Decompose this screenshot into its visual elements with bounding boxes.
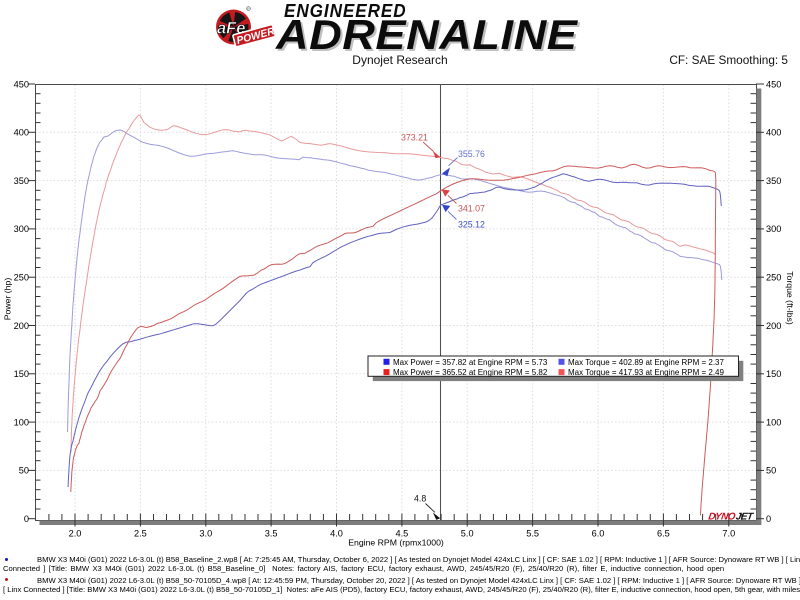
- svg-text:Torque (ft-lbs): Torque (ft-lbs): [785, 271, 795, 325]
- svg-text:50: 50: [19, 466, 29, 476]
- svg-text:250: 250: [14, 273, 29, 283]
- svg-text:Max Torque = 417.93 at Engine: Max Torque = 417.93 at Engine RPM = 2.49: [568, 368, 725, 377]
- svg-text:400: 400: [766, 128, 781, 138]
- svg-text:100: 100: [766, 417, 781, 427]
- svg-text:150: 150: [14, 369, 29, 379]
- svg-text:4.5: 4.5: [396, 529, 409, 539]
- svg-text:300: 300: [766, 224, 781, 234]
- svg-text:Max Power = 365.52 at Engine R: Max Power = 365.52 at Engine RPM = 5.82: [393, 368, 548, 377]
- svg-text:250: 250: [766, 273, 781, 283]
- svg-text:355.76: 355.76: [458, 149, 485, 159]
- svg-text:0: 0: [24, 514, 29, 524]
- svg-text:Power (hp): Power (hp): [3, 278, 13, 321]
- svg-text:325.12: 325.12: [458, 220, 485, 230]
- svg-text:150: 150: [766, 369, 781, 379]
- svg-text:200: 200: [766, 321, 781, 331]
- svg-text:300: 300: [14, 224, 29, 234]
- svg-text:450: 450: [766, 79, 781, 89]
- svg-text:450: 450: [14, 79, 29, 89]
- svg-text:JET: JET: [735, 512, 755, 523]
- svg-text:350: 350: [766, 176, 781, 186]
- svg-text:R: R: [247, 7, 250, 11]
- svg-text:5.0: 5.0: [461, 529, 474, 539]
- svg-text:100: 100: [14, 417, 29, 427]
- svg-text:350: 350: [14, 176, 29, 186]
- svg-text:341.07: 341.07: [458, 204, 485, 214]
- svg-text:6.5: 6.5: [657, 529, 670, 539]
- svg-text:4.8: 4.8: [414, 494, 426, 504]
- svg-text:373.21: 373.21: [401, 133, 428, 143]
- svg-text:400: 400: [14, 128, 29, 138]
- svg-text:Max Power = 357.82 at Engine R: Max Power = 357.82 at Engine RPM = 5.73: [393, 358, 548, 367]
- svg-text:Engine RPM (rpmx1000): Engine RPM (rpmx1000): [348, 538, 444, 548]
- svg-text:3.5: 3.5: [265, 529, 278, 539]
- svg-text:4.0: 4.0: [330, 529, 343, 539]
- svg-text:50: 50: [766, 466, 776, 476]
- svg-text:2.0: 2.0: [69, 529, 82, 539]
- svg-text:0: 0: [766, 514, 771, 524]
- svg-text:3.0: 3.0: [199, 529, 212, 539]
- svg-text:Max Torque = 402.89 at Engine: Max Torque = 402.89 at Engine RPM = 2.37: [568, 358, 725, 367]
- svg-text:2.5: 2.5: [134, 529, 147, 539]
- svg-text:6.0: 6.0: [592, 529, 605, 539]
- svg-text:DYNO: DYNO: [708, 512, 737, 523]
- svg-text:200: 200: [14, 321, 29, 331]
- svg-text:5.5: 5.5: [526, 529, 539, 539]
- svg-text:7.0: 7.0: [722, 529, 735, 539]
